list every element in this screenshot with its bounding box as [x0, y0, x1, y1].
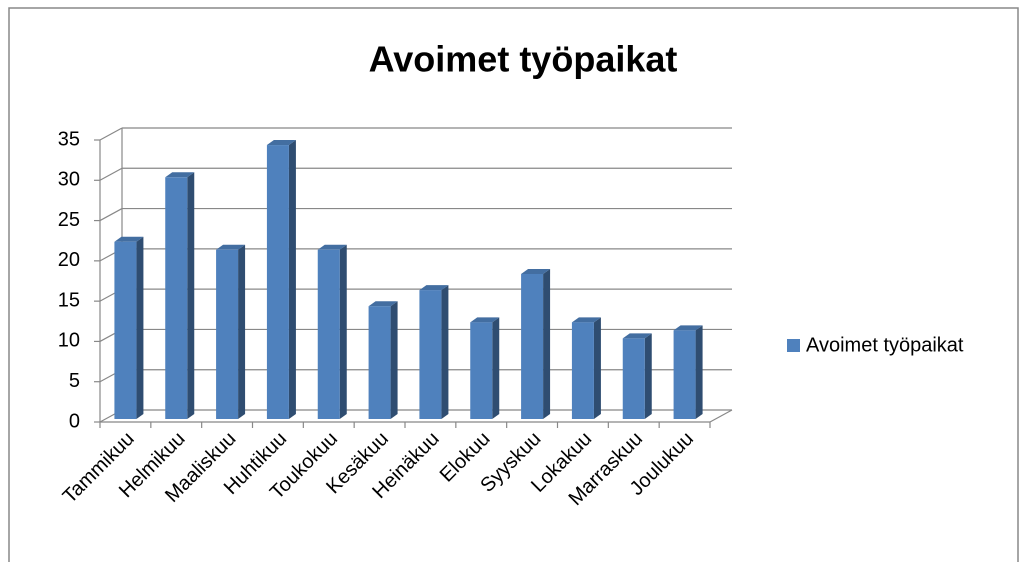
bar-top [114, 236, 144, 242]
bar [165, 172, 195, 419]
bar-side [390, 301, 398, 419]
bar-front [114, 241, 137, 419]
y-tick-label: 35 [58, 128, 80, 150]
bar-side [543, 268, 551, 419]
bar-side [644, 333, 652, 419]
bar-front [571, 322, 594, 419]
bar-side [238, 244, 246, 419]
bar [216, 244, 246, 419]
floor-line [709, 409, 733, 423]
bar [266, 140, 296, 420]
bar-top [317, 244, 347, 250]
chart-border [8, 7, 1019, 562]
bar-front [470, 322, 493, 419]
bar-front [622, 338, 645, 419]
bar [368, 301, 398, 419]
bar-front [419, 290, 442, 419]
bar [419, 285, 449, 419]
bar-top [622, 333, 652, 339]
bar [673, 325, 703, 419]
bar [470, 317, 500, 419]
grid-line [99, 127, 123, 141]
grid-line [99, 208, 123, 222]
legend-label: Avoimet työpaikat [806, 334, 964, 356]
bar-side [695, 325, 703, 419]
bar-front [216, 249, 239, 419]
bar-top [521, 268, 551, 274]
bar-top [216, 244, 246, 250]
bar-front [673, 330, 696, 419]
bar-side [593, 317, 601, 419]
bar-front [317, 249, 340, 419]
y-tick-label: 10 [58, 330, 80, 352]
bar-top [673, 325, 703, 331]
bar-side [136, 236, 144, 419]
chart-title: Avoimet työpaikat [369, 39, 678, 80]
bar-top [470, 317, 500, 323]
bar-top [368, 301, 398, 307]
y-tick-label: 0 [69, 410, 80, 432]
bar-top [165, 172, 195, 178]
bar-top [419, 285, 449, 291]
bar-top [571, 317, 601, 323]
y-tick-label: 25 [58, 209, 80, 231]
bar-front [368, 306, 391, 419]
bar-top [266, 140, 296, 146]
y-tick-label: 15 [58, 289, 80, 311]
bar-side [288, 140, 296, 420]
bar [521, 268, 551, 419]
y-tick-label: 30 [58, 169, 80, 191]
bar-side [441, 285, 449, 419]
bar [571, 317, 601, 419]
y-tick-label: 20 [58, 249, 80, 271]
legend-swatch [787, 339, 800, 352]
bar-front [266, 145, 289, 420]
grid-line [99, 167, 123, 181]
bar [317, 244, 347, 419]
bar [114, 236, 144, 419]
bar-front [165, 177, 188, 419]
bar-side [339, 244, 347, 419]
bar-side [492, 317, 500, 419]
y-tick-label: 5 [69, 370, 80, 392]
bar-side [187, 172, 195, 419]
bar [622, 333, 652, 419]
bar-front [521, 273, 544, 419]
